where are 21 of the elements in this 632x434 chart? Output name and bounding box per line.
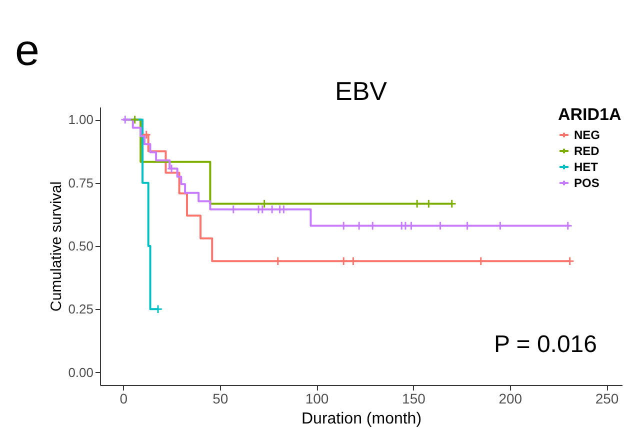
y-tick-label: 0.25 — [68, 302, 94, 317]
x-tick-label: 50 — [212, 390, 228, 406]
x-tick-label: 250 — [595, 390, 619, 406]
y-tick-label: 0.50 — [68, 238, 94, 254]
legend-label: RED — [574, 144, 600, 158]
x-tick-label: 100 — [305, 390, 329, 406]
y-axis-title: Cumulative survival — [48, 181, 66, 312]
y-tick-label: 0.75 — [68, 175, 94, 190]
annotation: P = 0.016 — [494, 331, 597, 358]
x-tick-label: 150 — [402, 390, 426, 406]
x-axis-title: Duration (month) — [301, 410, 422, 428]
x-tick-label: 200 — [498, 390, 522, 406]
x-tick-label: 0 — [120, 390, 128, 406]
legend-label: HET — [574, 160, 599, 174]
chart-title: EBV — [334, 76, 388, 106]
y-tick-label: 0.00 — [68, 364, 94, 380]
legend-label: NEG — [574, 128, 600, 142]
legend-title: ARID1A — [558, 105, 622, 124]
y-tick-label: 1.00 — [68, 112, 94, 128]
legend-label: POS — [574, 176, 600, 190]
text: e — [15, 26, 40, 75]
